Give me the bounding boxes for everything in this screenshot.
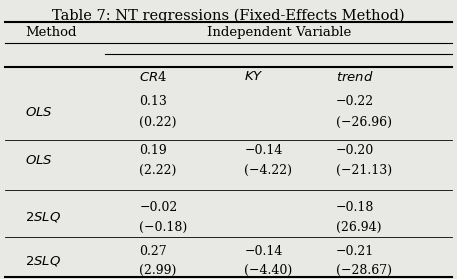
Text: $\mathit{OLS}$: $\mathit{OLS}$ [25, 105, 53, 119]
Text: 0.13: 0.13 [139, 95, 167, 108]
Text: 0.27: 0.27 [139, 245, 167, 258]
Text: (−28.67): (−28.67) [336, 264, 392, 277]
Text: Method: Method [25, 26, 77, 39]
Text: $\mathit{CR}$4: $\mathit{CR}$4 [139, 70, 168, 84]
Text: $\mathit{2SLQ}$: $\mathit{2SLQ}$ [25, 254, 61, 268]
Text: −0.18: −0.18 [336, 201, 374, 213]
Text: (2.99): (2.99) [139, 264, 177, 277]
Text: (−26.96): (−26.96) [336, 116, 392, 129]
Text: Independent Variable: Independent Variable [207, 26, 351, 39]
Text: 0.19: 0.19 [139, 144, 167, 157]
Text: (2.22): (2.22) [139, 164, 177, 177]
Text: (−21.13): (−21.13) [336, 164, 392, 177]
Text: Table 7: NT regressions (Fixed-Effects Method): Table 7: NT regressions (Fixed-Effects M… [52, 9, 405, 23]
Text: (0.22): (0.22) [139, 116, 177, 129]
Text: −0.22: −0.22 [336, 95, 374, 108]
Text: $\mathit{OLS}$: $\mathit{OLS}$ [25, 154, 53, 167]
Text: $\mathit{KY}$: $\mathit{KY}$ [244, 70, 264, 83]
Text: (−4.40): (−4.40) [244, 264, 293, 277]
Text: (26.94): (26.94) [336, 221, 382, 234]
Text: $\mathit{trend}$: $\mathit{trend}$ [336, 70, 373, 84]
Text: −0.14: −0.14 [244, 245, 283, 258]
Text: −0.14: −0.14 [244, 144, 283, 157]
Text: −0.20: −0.20 [336, 144, 374, 157]
Text: −0.02: −0.02 [139, 201, 178, 213]
Text: −0.21: −0.21 [336, 245, 374, 258]
Text: $\mathit{2SLQ}$: $\mathit{2SLQ}$ [25, 210, 61, 224]
Text: (−4.22): (−4.22) [244, 164, 292, 177]
Text: (−0.18): (−0.18) [139, 221, 188, 234]
